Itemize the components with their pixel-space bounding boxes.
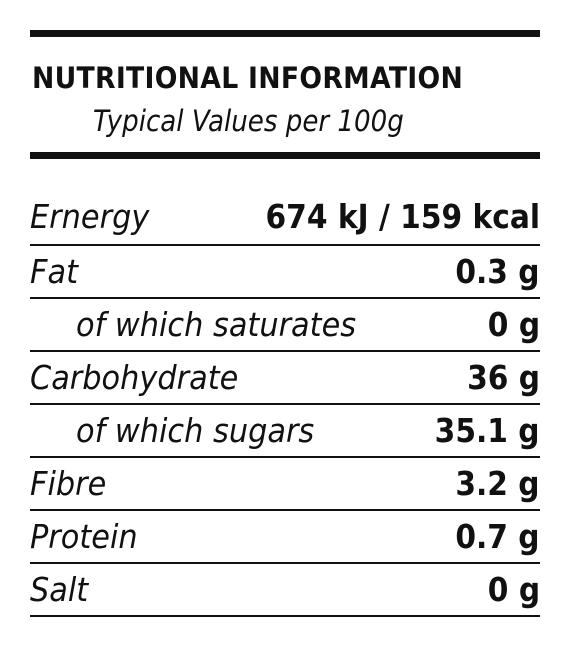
nutrition-row-sugars: of which sugars 35.1 g: [30, 405, 540, 458]
top-rule: [30, 30, 540, 37]
row-value: 3.2 g: [455, 464, 540, 503]
header-rule: [30, 152, 540, 159]
nutrition-title: NUTRITIONAL INFORMATION: [32, 61, 464, 95]
row-label: Ernergy: [30, 197, 150, 236]
row-value: 0.3 g: [455, 252, 540, 291]
row-label: Fibre: [30, 464, 107, 503]
nutrition-row-fibre: Fibre 3.2 g: [30, 458, 540, 511]
nutrition-subtitle: Typical Values per 100g: [93, 104, 404, 138]
row-value: 674 kJ / 159 kcal: [265, 197, 540, 236]
row-label: Salt: [30, 570, 89, 609]
row-value: 0.7 g: [455, 517, 540, 556]
row-label: Fat: [30, 252, 78, 291]
row-label: Carbohydrate: [30, 358, 239, 397]
nutrition-header: NUTRITIONAL INFORMATION Typical Values p…: [30, 37, 540, 152]
nutrition-table: Ernergy 674 kJ / 159 kcal Fat 0.3 g of w…: [30, 189, 540, 617]
nutrition-row-saturates: of which saturates 0 g: [30, 299, 540, 352]
row-value: 35.1 g: [435, 411, 540, 450]
row-label: of which saturates: [76, 305, 357, 344]
nutrition-panel: NUTRITIONAL INFORMATION Typical Values p…: [30, 30, 540, 617]
row-value: 36 g: [467, 358, 540, 397]
row-label: of which sugars: [76, 411, 315, 450]
row-value: 0 g: [487, 570, 540, 609]
row-value: 0 g: [487, 305, 540, 344]
nutrition-row-fat: Fat 0.3 g: [30, 246, 540, 299]
nutrition-row-salt: Salt 0 g: [30, 564, 540, 617]
row-label: Protein: [30, 517, 138, 556]
nutrition-row-protein: Protein 0.7 g: [30, 511, 540, 564]
nutrition-row-carbohydrate: Carbohydrate 36 g: [30, 352, 540, 405]
nutrition-row-energy: Ernergy 674 kJ / 159 kcal: [30, 189, 540, 246]
